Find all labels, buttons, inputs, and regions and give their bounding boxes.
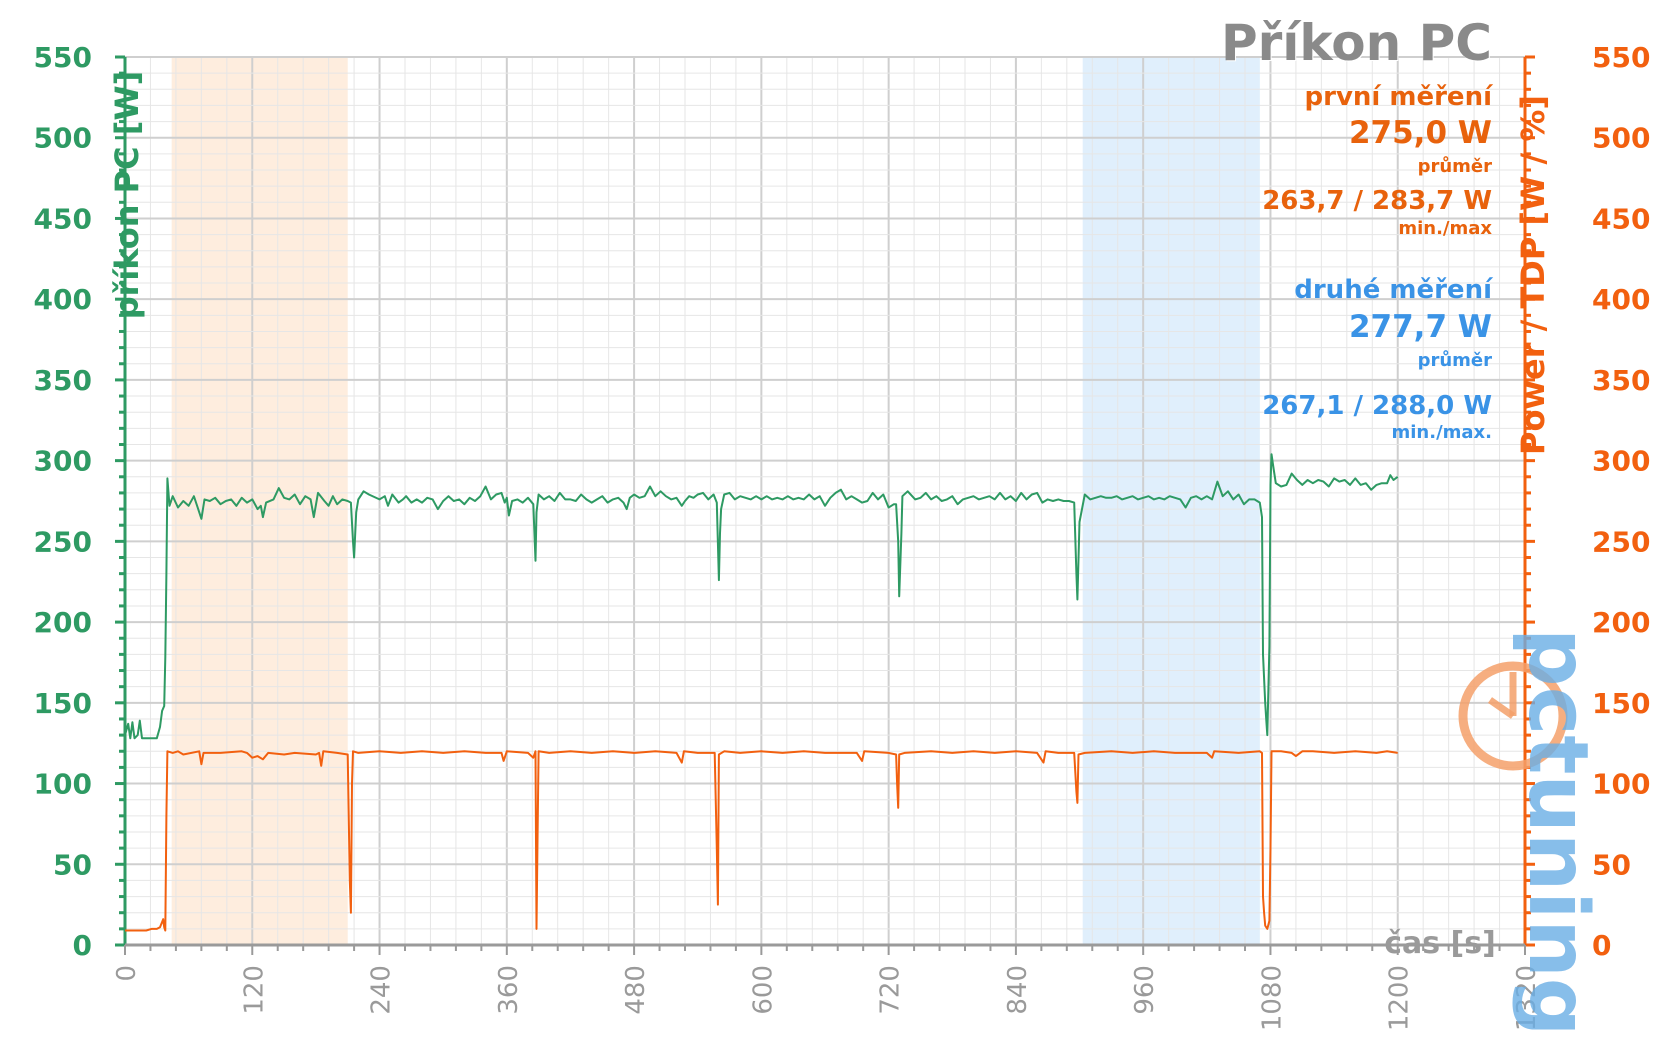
x-tick-label: 360 bbox=[494, 965, 524, 1015]
y-left-tick-label: 350 bbox=[34, 364, 92, 397]
first-average-caption: průměr bbox=[1417, 156, 1492, 177]
y-left-tick-label: 400 bbox=[34, 283, 92, 316]
highlight-band-2 bbox=[1082, 57, 1260, 945]
y-left-tick-label: 450 bbox=[34, 202, 92, 235]
logo-text: pctuning bbox=[1510, 628, 1605, 1036]
y-right-tick-label: 400 bbox=[1592, 283, 1650, 316]
y-left-tick-label: 300 bbox=[34, 445, 92, 478]
x-tick-label: 1080 bbox=[1257, 965, 1287, 1031]
first-minmax-value: 263,7 / 283,7 W bbox=[1262, 186, 1492, 216]
y-right-tick-label: 0 bbox=[1592, 929, 1611, 962]
highlight-band-1 bbox=[171, 57, 348, 945]
y-right-tick-label: 350 bbox=[1592, 364, 1650, 397]
y-left-tick-label: 200 bbox=[34, 606, 92, 639]
x-tick-label: 0 bbox=[112, 965, 142, 982]
x-axis-label: čas [s] bbox=[1384, 926, 1496, 961]
y-right-tick-label: 100 bbox=[1592, 768, 1650, 801]
second-minmax-caption: min./max. bbox=[1391, 422, 1492, 443]
y-right-tick-label: 150 bbox=[1592, 687, 1650, 720]
y-right-tick-label: 450 bbox=[1592, 202, 1650, 235]
x-tick-label: 600 bbox=[748, 965, 778, 1015]
grid bbox=[124, 56, 1526, 946]
tick-labels: 0 0 50 50 100 100 150 150 200 200 250 250 300 300 350 3… bbox=[34, 41, 1651, 1031]
axes bbox=[115, 55, 1535, 955]
y-left-tick-label: 500 bbox=[34, 122, 92, 155]
second-minmax-value: 267,1 / 288,0 W bbox=[1262, 391, 1492, 421]
x-tick-label: 720 bbox=[876, 965, 906, 1015]
x-tick-label: 240 bbox=[367, 965, 397, 1015]
y-left-tick-label: 50 bbox=[53, 848, 92, 881]
y-left-axis-label: příkon PC [W] bbox=[108, 71, 146, 320]
chart-title: Příkon PC bbox=[1220, 14, 1492, 72]
y-right-tick-label: 50 bbox=[1592, 848, 1631, 881]
y-right-tick-label: 300 bbox=[1592, 445, 1650, 478]
x-tick-label: 120 bbox=[239, 965, 269, 1015]
y-right-tick-label: 250 bbox=[1592, 525, 1650, 558]
y-left-tick-label: 150 bbox=[34, 687, 92, 720]
x-tick-label: 1200 bbox=[1385, 965, 1415, 1031]
y-left-tick-label: 0 bbox=[73, 929, 92, 962]
second-measurement-label: druhé měření bbox=[1294, 275, 1492, 305]
x-tick-label: 480 bbox=[621, 965, 651, 1015]
y-right-tick-label: 500 bbox=[1592, 122, 1650, 155]
y-left-tick-label: 250 bbox=[34, 525, 92, 558]
y-right-tick-label: 550 bbox=[1592, 41, 1650, 74]
first-minmax-caption: min./max bbox=[1398, 218, 1492, 239]
x-tick-label: 960 bbox=[1130, 965, 1160, 1015]
series-pc-power-line bbox=[124, 453, 1399, 740]
axis-labels: příkon PC [W] Power / TDP [W / %] čas [s… bbox=[108, 71, 1552, 961]
y-left-tick-label: 100 bbox=[34, 768, 92, 801]
y-right-axis-label: Power / TDP [W / %] bbox=[1514, 95, 1552, 455]
second-average-caption: průměr bbox=[1417, 350, 1492, 371]
first-measurement-label: první měření bbox=[1304, 82, 1492, 112]
series-power-tdp-line bbox=[125, 750, 1398, 932]
pctuning-logo: pctuning bbox=[1458, 628, 1605, 1036]
y-left-tick-label: 550 bbox=[34, 41, 92, 74]
x-tick-label: 840 bbox=[1003, 965, 1033, 1015]
y-right-tick-label: 200 bbox=[1592, 606, 1650, 639]
x-tick-label: 1320 bbox=[1512, 965, 1542, 1031]
first-average-value: 275,0 W bbox=[1348, 115, 1492, 151]
series-lines bbox=[124, 453, 1399, 932]
second-average-value: 277,7 W bbox=[1348, 309, 1492, 345]
